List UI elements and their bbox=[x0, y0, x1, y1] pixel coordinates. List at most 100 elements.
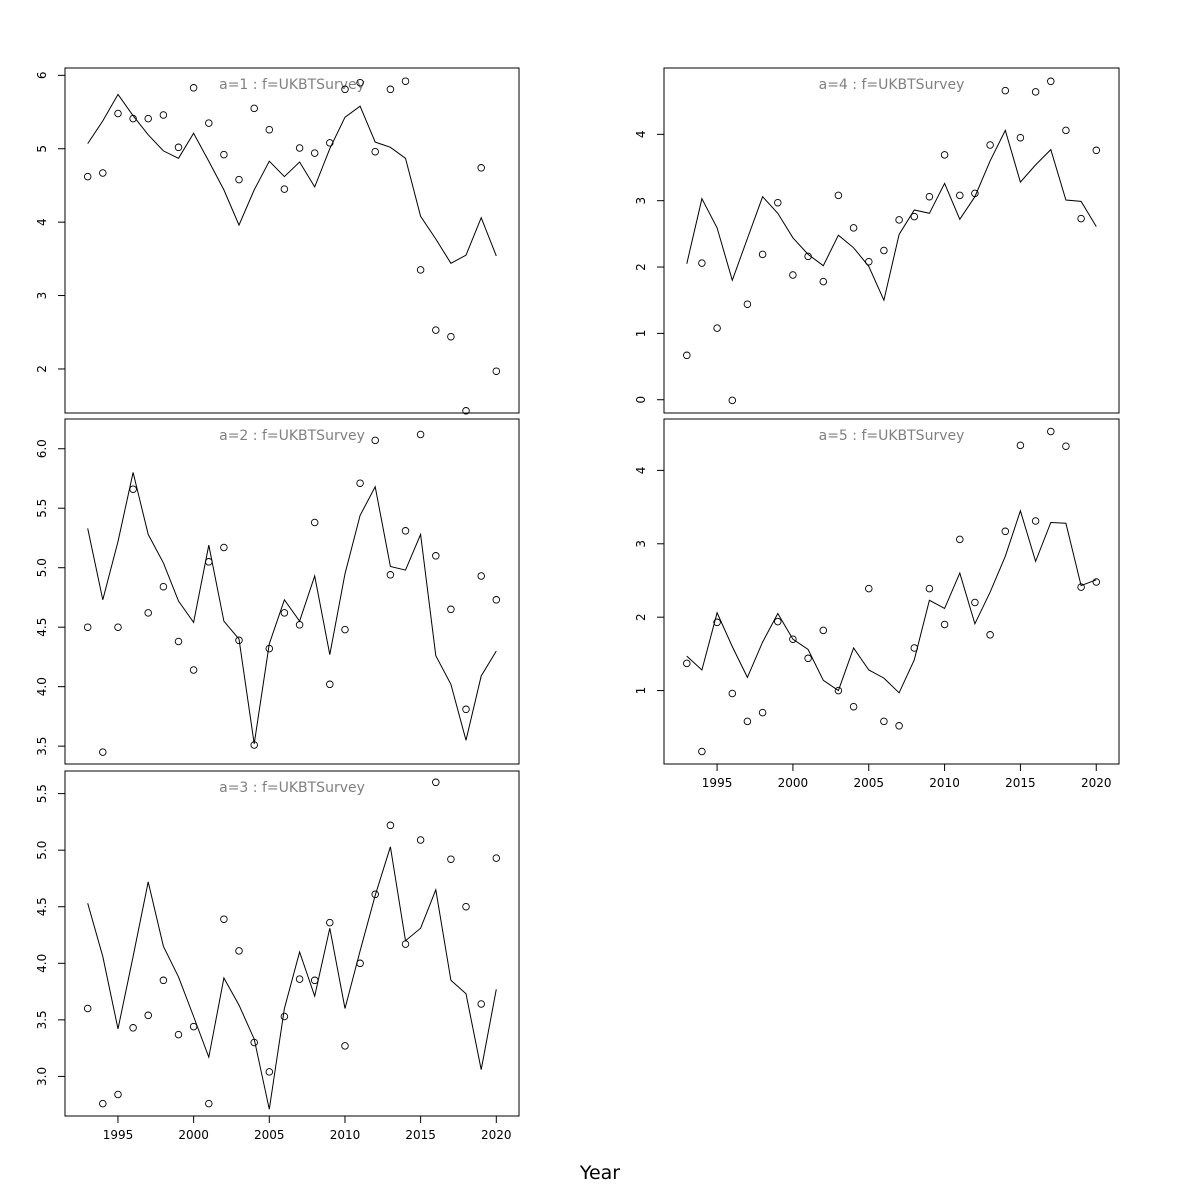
observed-point bbox=[743, 300, 752, 308]
observed-point bbox=[205, 1099, 213, 1108]
y-tick-label: 4.0 bbox=[35, 954, 49, 973]
observed-point bbox=[447, 605, 455, 614]
x-tick-label: 2010 bbox=[330, 1128, 361, 1142]
observed-point bbox=[174, 637, 183, 646]
y-tick-label: 5.5 bbox=[35, 784, 49, 803]
panel-frame bbox=[663, 67, 1120, 414]
observed-point bbox=[129, 485, 137, 493]
observed-point bbox=[341, 85, 349, 94]
observed-point bbox=[189, 666, 198, 674]
observed-point bbox=[401, 940, 410, 948]
observed-point bbox=[477, 572, 485, 580]
observed-point bbox=[971, 598, 979, 607]
observed-point bbox=[728, 396, 737, 405]
observed-point bbox=[280, 609, 289, 617]
observed-point bbox=[1092, 146, 1101, 155]
observed-point bbox=[326, 680, 334, 689]
observed-point bbox=[1062, 126, 1070, 135]
observed-point bbox=[462, 902, 470, 911]
observed-point bbox=[462, 705, 470, 714]
observed-point bbox=[144, 1011, 152, 1020]
observed-point bbox=[265, 1068, 274, 1076]
x-tick-label: 2010 bbox=[929, 776, 960, 790]
x-tick-label: 2000 bbox=[178, 1128, 209, 1142]
observed-point bbox=[401, 527, 410, 535]
observed-point bbox=[416, 430, 425, 439]
observed-point bbox=[683, 351, 691, 360]
y-tick-label: 5 bbox=[35, 145, 49, 153]
observed-point bbox=[1001, 86, 1010, 95]
observed-point bbox=[144, 609, 152, 617]
y-tick-label: 3.0 bbox=[35, 1067, 49, 1086]
observed-point bbox=[713, 618, 721, 627]
panel-title: a=4 : f=UKBTSurvey bbox=[819, 77, 965, 93]
observed-point bbox=[849, 224, 858, 232]
observed-point bbox=[743, 717, 752, 726]
observed-point bbox=[99, 748, 107, 756]
observed-point bbox=[310, 518, 319, 527]
y-tick-label: 6.0 bbox=[35, 439, 49, 458]
observed-point bbox=[386, 821, 395, 830]
panel-frame bbox=[64, 67, 520, 414]
observed-point bbox=[432, 778, 440, 787]
y-tick-label: 3.5 bbox=[35, 737, 49, 756]
x-tick-label: 2015 bbox=[405, 1128, 436, 1142]
observed-point bbox=[416, 836, 425, 844]
observed-point bbox=[356, 479, 364, 487]
x-tick-label: 2020 bbox=[1081, 776, 1112, 790]
observed-point bbox=[986, 141, 994, 149]
observed-point bbox=[220, 915, 228, 923]
x-tick-label: 1995 bbox=[702, 776, 733, 790]
fitted-line bbox=[87, 472, 497, 744]
observed-point bbox=[416, 266, 425, 274]
observed-point bbox=[295, 975, 304, 983]
fitted-line bbox=[87, 93, 497, 264]
observed-point bbox=[758, 708, 767, 717]
y-tick-label: 4.5 bbox=[35, 618, 49, 637]
chart-panel-1: a=1 : f=UKBTSurvey 2 3 4 5 6 bbox=[35, 67, 520, 415]
observed-point bbox=[114, 1090, 122, 1099]
observed-point bbox=[99, 169, 107, 177]
observed-point bbox=[447, 332, 455, 341]
observed-point bbox=[683, 659, 691, 668]
observed-point bbox=[386, 85, 395, 94]
panel-title: a=5 : f=UKBTSurvey bbox=[819, 428, 965, 444]
observed-point bbox=[819, 626, 828, 635]
observed-point bbox=[1077, 214, 1085, 223]
observed-point bbox=[174, 1030, 183, 1039]
observed-point bbox=[774, 617, 782, 626]
y-tick-label: 1 bbox=[634, 687, 648, 695]
observed-point bbox=[159, 976, 168, 985]
observed-point bbox=[265, 125, 274, 134]
chart-panel-4: a=4 : f=UKBTSurvey 0 1 2 3 4 bbox=[634, 67, 1120, 414]
observed-point bbox=[462, 407, 470, 415]
observed-point bbox=[447, 855, 455, 863]
x-tick-label: 2005 bbox=[853, 776, 884, 790]
observed-point bbox=[1092, 578, 1101, 586]
y-tick-label: 3 bbox=[634, 540, 648, 548]
x-tick-label: 2000 bbox=[778, 776, 809, 790]
observed-point bbox=[295, 621, 304, 629]
observed-point bbox=[1047, 427, 1055, 436]
observed-point bbox=[174, 143, 183, 152]
observed-point bbox=[1016, 133, 1025, 142]
fitted-line bbox=[686, 129, 1097, 302]
y-tick-label: 5.0 bbox=[35, 841, 49, 860]
observed-point bbox=[83, 623, 92, 631]
observed-point bbox=[235, 636, 243, 645]
y-tick-label: 4 bbox=[634, 131, 648, 139]
observed-point bbox=[492, 854, 501, 862]
observed-point bbox=[1047, 77, 1055, 86]
panel-title: a=2 : f=UKBTSurvey bbox=[219, 428, 365, 444]
observed-point bbox=[492, 367, 501, 375]
observed-point bbox=[189, 1022, 198, 1031]
y-tick-label: 0 bbox=[634, 396, 648, 404]
observed-point bbox=[956, 535, 964, 544]
observed-point bbox=[880, 717, 888, 726]
observed-point bbox=[371, 147, 379, 156]
observed-point bbox=[235, 175, 243, 184]
observed-point bbox=[865, 584, 873, 593]
panel-frame bbox=[663, 418, 1120, 765]
observed-point bbox=[834, 686, 843, 695]
